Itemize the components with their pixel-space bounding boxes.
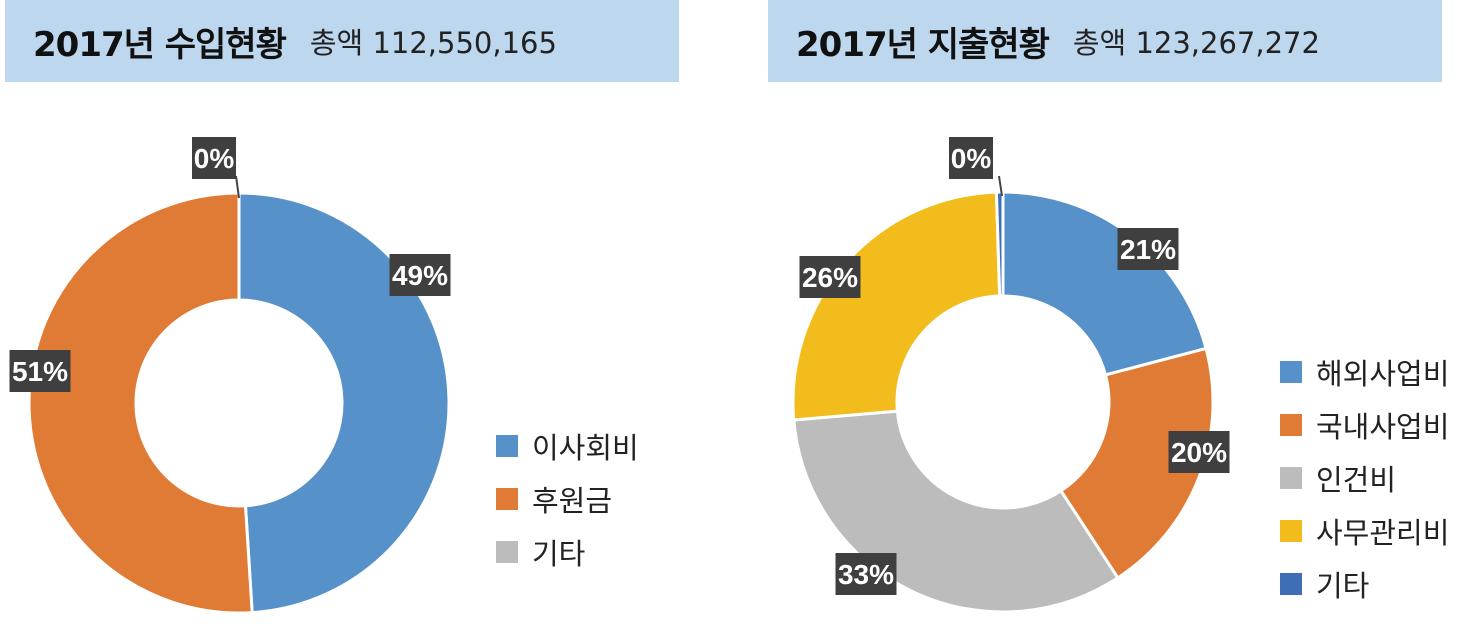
legend-item: 인건비 <box>1280 451 1449 504</box>
legend-item: 이사회비 <box>496 419 639 472</box>
data-label: 51% <box>9 350 71 392</box>
legend-label: 사무관리비 <box>1316 515 1450 550</box>
legend-label: 해외사업비 <box>1316 356 1450 391</box>
expense-panel: 2017년 지출현황 총액 123,267,272 21% 20% 33% 26% 0%… <box>729 0 1458 639</box>
legend-label: 인건비 <box>1316 462 1397 497</box>
legend-swatch <box>1280 519 1302 542</box>
income-title-box: 2017년 수입현황 총액 112,550,165 <box>5 0 679 82</box>
svg-text:49%: 49% <box>392 260 448 291</box>
legend-swatch <box>1280 466 1302 489</box>
legend-label: 후원금 <box>532 483 613 518</box>
legend-item: 국내사업비 <box>1280 398 1449 451</box>
donut-slice-expense-3 <box>791 190 1002 422</box>
data-label: 49% <box>389 254 451 296</box>
income-chart-subtitle: 총액 112,550,165 <box>309 26 557 60</box>
svg-text:20%: 20% <box>1171 437 1227 468</box>
legend-swatch <box>1280 572 1302 595</box>
legend-label: 국내사업비 <box>1316 409 1450 444</box>
data-label: 0% <box>949 137 993 179</box>
legend-item: 해외사업비 <box>1280 345 1449 398</box>
expense-chart-title: 2017년 지출현황 <box>796 24 1050 65</box>
legend-item: 사무관리비 <box>1280 504 1449 557</box>
svg-text:33%: 33% <box>838 559 894 590</box>
expense-chart-subtitle: 총액 123,267,272 <box>1072 26 1320 60</box>
leader-line <box>998 175 1003 197</box>
legend-item: 기타 <box>1280 557 1449 610</box>
donut-slice-expense-1 <box>1058 346 1215 580</box>
legend-item: 후원금 <box>496 472 639 525</box>
data-label: 21% <box>1117 228 1179 270</box>
svg-text:51%: 51% <box>12 356 68 387</box>
legend-swatch <box>496 540 518 563</box>
legend-swatch <box>496 487 518 510</box>
svg-text:0%: 0% <box>951 143 992 174</box>
data-label: 26% <box>799 256 861 298</box>
svg-text:21%: 21% <box>1120 234 1176 265</box>
legend-swatch <box>1280 360 1302 383</box>
data-label: 33% <box>835 553 897 595</box>
legend-label: 기타 <box>532 536 586 571</box>
legend-swatch <box>1280 413 1302 436</box>
donut-slice-income-1 <box>27 191 254 615</box>
legend-label: 기타 <box>1316 568 1370 603</box>
income-chart-title: 2017년 수입현황 <box>33 24 287 65</box>
data-label: 20% <box>1168 431 1230 473</box>
data-label: 0% <box>192 137 236 179</box>
donut-slice-expense-4 <box>994 190 1005 298</box>
svg-text:26%: 26% <box>802 262 858 293</box>
income-donut-chart: 49% 51% 0% <box>9 137 451 615</box>
expense-title-box: 2017년 지출현황 총액 123,267,272 <box>768 0 1442 82</box>
legend-item: 기타 <box>496 525 639 578</box>
legend-label: 이사회비 <box>532 430 639 465</box>
leader-line <box>235 175 240 199</box>
expense-donut-chart: 21% 20% 33% 26% 0% <box>791 137 1230 614</box>
legend-swatch <box>496 434 518 457</box>
donut-slice-expense-0 <box>1001 190 1208 377</box>
svg-text:0%: 0% <box>194 143 235 174</box>
